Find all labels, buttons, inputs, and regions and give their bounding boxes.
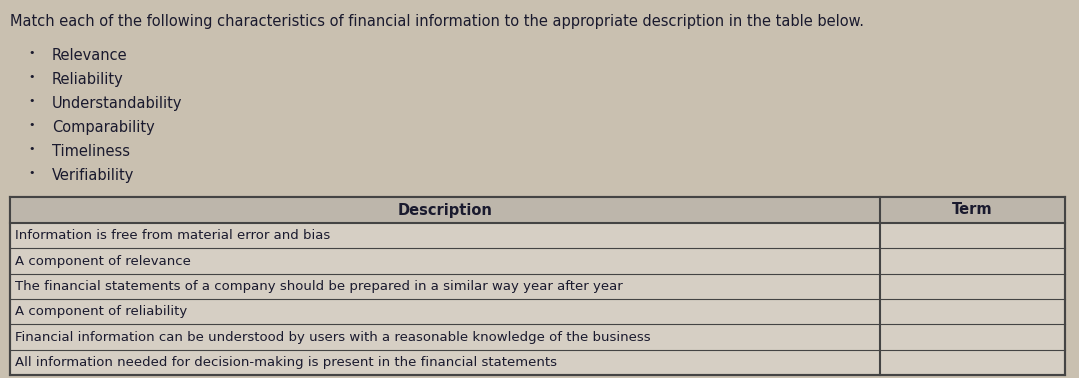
Text: •: • (29, 120, 36, 130)
Text: Match each of the following characteristics of financial information to the appr: Match each of the following characterist… (10, 14, 864, 29)
Text: Comparability: Comparability (52, 120, 154, 135)
Text: •: • (29, 168, 36, 178)
Text: Understandability: Understandability (52, 96, 182, 111)
Text: A component of relevance: A component of relevance (15, 254, 191, 268)
Text: Financial information can be understood by users with a reasonable knowledge of : Financial information can be understood … (15, 330, 651, 344)
Text: Reliability: Reliability (52, 72, 124, 87)
Bar (10, 197, 1065, 375)
Text: Term: Term (953, 203, 993, 217)
Text: The financial statements of a company should be prepared in a similar way year a: The financial statements of a company sh… (15, 280, 623, 293)
Text: •: • (29, 144, 36, 154)
Bar (10, 197, 1065, 223)
Text: Relevance: Relevance (52, 48, 127, 63)
Text: •: • (29, 48, 36, 58)
Text: •: • (29, 72, 36, 82)
Text: Timeliness: Timeliness (52, 144, 129, 159)
Text: •: • (29, 96, 36, 106)
Text: Description: Description (398, 203, 493, 217)
Text: Information is free from material error and bias: Information is free from material error … (15, 229, 330, 242)
Text: All information needed for decision-making is present in the financial statement: All information needed for decision-maki… (15, 356, 557, 369)
Text: Verifiability: Verifiability (52, 168, 135, 183)
Text: A component of reliability: A component of reliability (15, 305, 188, 318)
